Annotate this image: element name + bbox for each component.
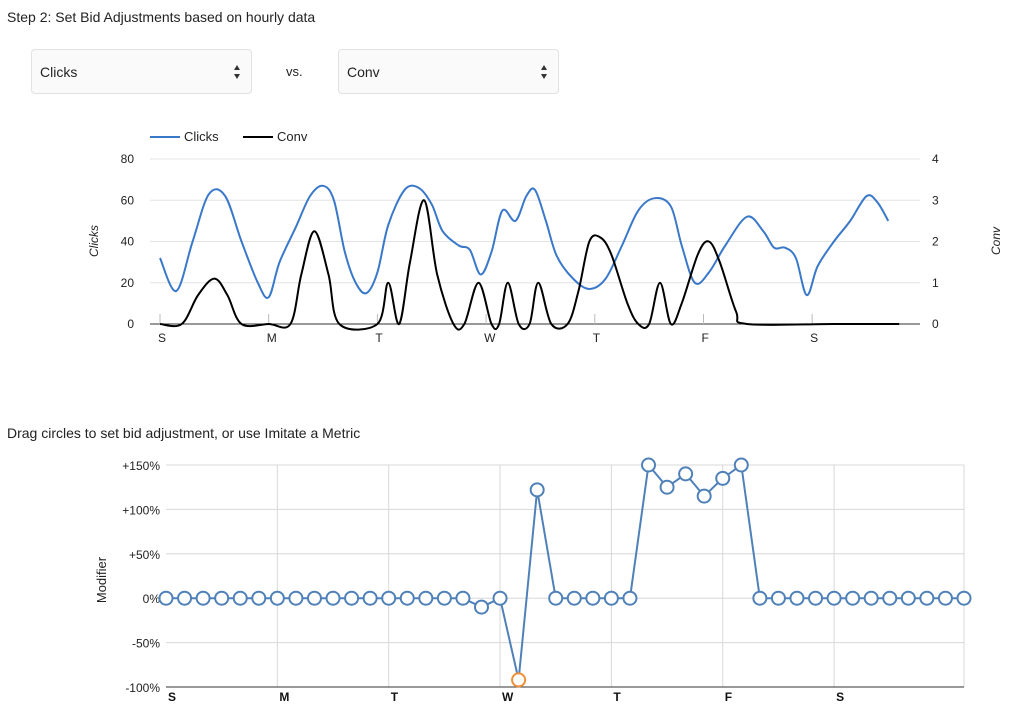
modifier-handle[interactable] — [418, 590, 434, 606]
modifier-handle[interactable] — [845, 590, 861, 606]
modifier-handle[interactable] — [306, 590, 322, 606]
modifier-handle[interactable] — [937, 590, 953, 606]
modifier-handle[interactable] — [603, 590, 619, 606]
series-line-conv — [159, 199, 900, 331]
modifier-handle[interactable] — [455, 590, 471, 606]
y-tick-label: +150% — [122, 459, 160, 473]
bid-modifier-chart[interactable]: S M T W T F S +150% +100% +50% 0% -50% -100% Modifier — [0, 455, 1024, 721]
modifier-handle[interactable] — [900, 590, 916, 606]
modifier-handle[interactable] — [808, 590, 824, 606]
x-tick-label: S — [168, 690, 176, 704]
y-tick-label: 0% — [143, 592, 161, 606]
y-tick-label-left: 20 — [121, 276, 135, 290]
modifier-handle[interactable] — [288, 590, 304, 606]
updown-arrows-icon — [541, 65, 547, 79]
y-axis-title-left: Clicks — [87, 225, 101, 257]
y-tick-label: -50% — [132, 637, 160, 651]
x-tick-label: S — [158, 331, 166, 345]
vs-label: vs. — [286, 64, 303, 79]
modifier-handle[interactable] — [269, 590, 285, 606]
y-tick-label-left: 0 — [127, 317, 134, 331]
modifier-handle[interactable] — [770, 590, 786, 606]
modifier-handle[interactable] — [863, 590, 879, 606]
modifier-handle[interactable] — [956, 590, 972, 606]
x-tick-label: F — [725, 690, 732, 704]
modifier-handle[interactable] — [733, 457, 749, 473]
modifier-handle[interactable] — [622, 590, 638, 606]
chart-legend: Clicks Conv — [150, 129, 308, 144]
modifier-handle[interactable] — [251, 590, 267, 606]
y-tick-label-left: 60 — [121, 193, 135, 207]
y-tick-label-right: 4 — [932, 152, 939, 166]
x-tick-label: T — [391, 690, 399, 704]
modifier-handle[interactable] — [492, 590, 508, 606]
y-tick-label-left: 40 — [121, 235, 135, 249]
modifier-handle[interactable] — [158, 590, 174, 606]
x-tick-label: T — [593, 331, 601, 345]
x-tick-label: M — [279, 690, 289, 704]
modifier-line — [166, 462, 964, 681]
modifier-handle[interactable] — [882, 590, 898, 606]
y-tick-label: +100% — [122, 503, 160, 517]
modifier-handle[interactable] — [752, 590, 768, 606]
modifier-handle[interactable] — [177, 590, 193, 606]
y-tick-label-right: 1 — [932, 276, 939, 290]
y-tick-label: +50% — [129, 548, 160, 562]
x-tick-label: F — [701, 331, 708, 345]
y-axis-title: Modifier — [94, 556, 109, 603]
clicks-conv-chart: Clicks Conv 0 20 40 60 80 0 1 2 3 4 Clicks Conv S M T W T F… — [87, 129, 1003, 345]
step-title: Step 2: Set Bid Adjustments based on hou… — [7, 9, 316, 25]
legend-label: Clicks — [184, 129, 219, 144]
metric-right-select[interactable]: Conv — [338, 49, 559, 94]
modifier-handle[interactable] — [659, 479, 675, 495]
modifier-handle[interactable] — [214, 590, 230, 606]
modifier-handle[interactable] — [566, 590, 582, 606]
y-tick-label-right: 2 — [932, 235, 939, 249]
modifier-handle[interactable] — [511, 672, 527, 688]
x-tick-label: T — [613, 690, 621, 704]
metric-right-value: Conv — [347, 64, 380, 80]
x-tick-label: S — [836, 690, 844, 704]
modifier-handle[interactable] — [325, 590, 341, 606]
updown-arrows-icon — [234, 65, 240, 79]
modifier-handle[interactable] — [715, 470, 731, 486]
modifier-handle[interactable] — [381, 590, 397, 606]
modifier-handle[interactable] — [826, 590, 842, 606]
modifier-handle[interactable] — [529, 482, 545, 498]
modifier-handle[interactable] — [585, 590, 601, 606]
x-tick-label: W — [502, 690, 514, 704]
modifier-handle[interactable] — [232, 590, 248, 606]
modifier-handle[interactable] — [919, 590, 935, 606]
modifier-handle[interactable] — [344, 590, 360, 606]
modifier-handle[interactable] — [641, 457, 657, 473]
drag-instruction: Drag circles to set bid adjustment, or u… — [7, 425, 361, 441]
metric-left-value: Clicks — [40, 64, 78, 80]
modifier-handle[interactable] — [436, 590, 452, 606]
y-tick-label-right: 0 — [932, 317, 939, 331]
modifier-handle[interactable] — [473, 599, 489, 615]
x-tick-label: S — [810, 331, 818, 345]
x-tick-label: T — [375, 331, 383, 345]
y-axis-title-right: Conv — [989, 226, 1003, 255]
y-tick-label-right: 3 — [932, 193, 939, 207]
modifier-handle[interactable] — [362, 590, 378, 606]
modifier-handle[interactable] — [195, 590, 211, 606]
modifier-handle[interactable] — [399, 590, 415, 606]
modifier-handle[interactable] — [548, 590, 564, 606]
x-tick-label: W — [484, 331, 496, 345]
series-line-clicks — [159, 184, 890, 299]
metric-left-select[interactable]: Clicks — [31, 49, 252, 94]
y-tick-label: -100% — [125, 681, 160, 695]
modifier-handle[interactable] — [678, 466, 694, 482]
y-tick-label-left: 80 — [121, 152, 135, 166]
x-tick-label: M — [267, 331, 277, 345]
modifier-handle[interactable] — [696, 488, 712, 504]
modifier-handle[interactable] — [789, 590, 805, 606]
legend-label: Conv — [277, 129, 308, 144]
